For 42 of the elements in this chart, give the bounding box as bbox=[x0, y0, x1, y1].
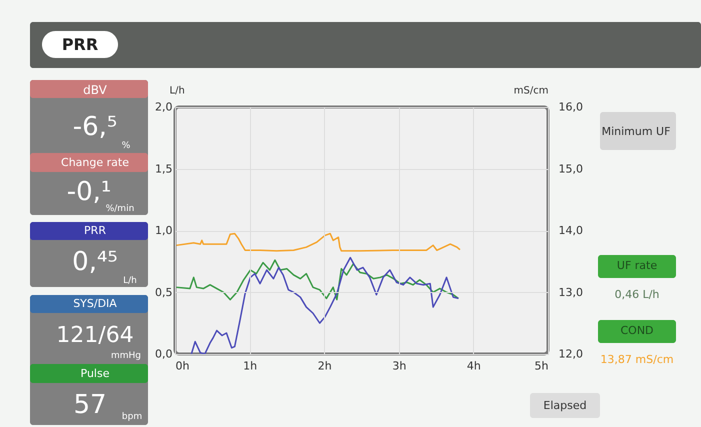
y2-tick-label: 13,0 bbox=[558, 286, 583, 299]
text: Elapsed bbox=[543, 399, 587, 412]
text: SYS/DIA bbox=[73, 297, 118, 310]
text: %/min bbox=[106, 204, 134, 214]
text: Pulse bbox=[80, 367, 110, 380]
x-tick-label: 2h bbox=[318, 360, 332, 372]
line-series bbox=[176, 259, 460, 300]
text: L/h bbox=[123, 276, 137, 286]
text: -6,⁵ bbox=[72, 112, 118, 142]
text: 57 bbox=[73, 390, 107, 420]
x-tick-label: 4h bbox=[466, 360, 481, 372]
y-tick-label: 1,0 bbox=[155, 224, 172, 237]
text: COND bbox=[620, 324, 654, 337]
text: 0,46 L/h bbox=[614, 288, 660, 301]
line-series bbox=[176, 232, 461, 252]
text: Change rate bbox=[61, 156, 130, 169]
text: mmHg bbox=[110, 351, 142, 361]
text: UF rate bbox=[616, 259, 658, 272]
chart-title: PRR bbox=[62, 35, 98, 54]
y2-axis-title: mS/cm bbox=[514, 86, 548, 96]
x-tick-label: 1h bbox=[243, 360, 258, 372]
text: PRR bbox=[84, 224, 106, 237]
y-tick-label: 2,0 bbox=[155, 100, 172, 114]
y2-tick-label: 15,0 bbox=[558, 162, 583, 176]
text: % bbox=[122, 141, 131, 151]
y2-tick-label: 14,0 bbox=[558, 224, 583, 237]
x-tick-label: 3h bbox=[392, 360, 406, 372]
y-axis-title: L/h bbox=[170, 86, 185, 96]
text: Minimum UF bbox=[602, 125, 670, 138]
x-tick-label: 5h bbox=[534, 360, 549, 372]
x-tick-label: 0h bbox=[176, 360, 190, 372]
line-series bbox=[190, 256, 460, 354]
text: bpm bbox=[122, 412, 142, 422]
y2-tick-label: 12,0 bbox=[558, 348, 583, 360]
y-tick-label: 0,0 bbox=[155, 348, 172, 360]
y-tick-label: 0,5 bbox=[155, 286, 172, 299]
y-tick-label: 1,5 bbox=[155, 162, 172, 176]
text: 121/64 bbox=[56, 323, 134, 348]
text: 13,87 mS/cm bbox=[600, 353, 674, 366]
text: dBV bbox=[83, 83, 108, 97]
text: 0,⁴⁵ bbox=[72, 247, 118, 277]
y2-tick-label: 16,0 bbox=[558, 100, 583, 114]
